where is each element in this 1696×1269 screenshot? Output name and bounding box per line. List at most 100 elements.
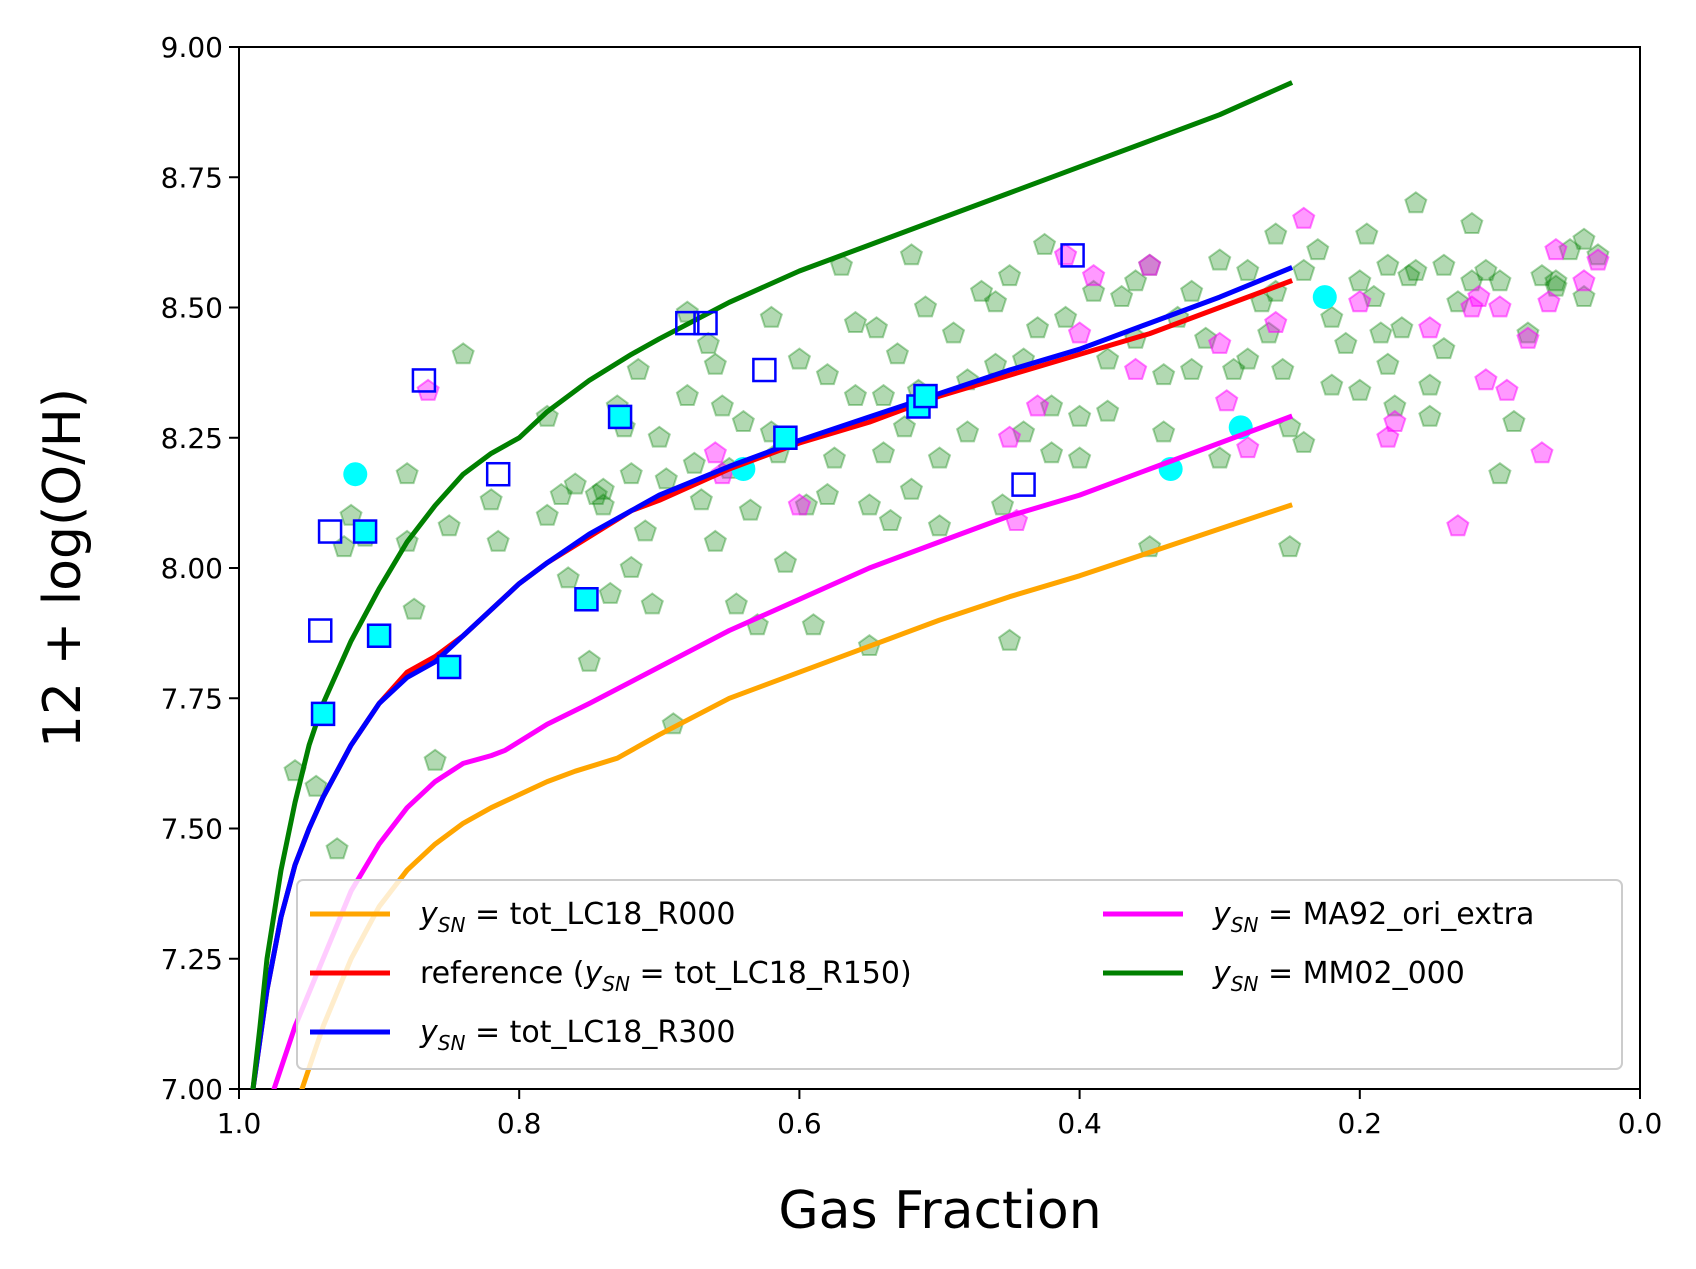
green-pentagon-point: [710, 394, 734, 417]
green-pentagon-point: [1306, 237, 1330, 261]
x-ticks: 1.0 0.8 0.6 0.4 0.2 0.0: [217, 1089, 1663, 1140]
x-tick-label: 0.0: [1618, 1107, 1663, 1140]
x-tick-label: 0.8: [497, 1107, 542, 1140]
open-square-point: [1011, 472, 1036, 497]
legend-label-rest: = tot_LC18_R000: [465, 897, 735, 932]
magenta-pentagon-point: [1467, 284, 1491, 307]
green-pentagon-point: [395, 461, 419, 485]
green-pentagon-point: [724, 592, 748, 615]
legend-item: reference (ySN = tot_LC18_R150): [310, 956, 912, 996]
legend-label-var: y: [419, 1015, 439, 1050]
green-pentagon-point: [1067, 446, 1092, 469]
green-pentagon-point: [1376, 352, 1400, 375]
green-pentagon-point: [857, 493, 882, 516]
open-square-point: [411, 368, 437, 393]
magenta-pentagon-point: [1348, 290, 1372, 313]
green-pentagon-point: [402, 597, 426, 620]
green-pentagon-point: [1404, 258, 1428, 281]
green-pentagon-point: [1278, 534, 1302, 558]
green-pentagon-point: [654, 467, 678, 490]
magenta-pentagon-point: [1292, 206, 1316, 229]
green-pentagon-point: [640, 592, 664, 615]
green-pentagon-point: [423, 748, 447, 771]
green-pentagon-point: [871, 383, 896, 406]
green-pentagon-point: [1236, 258, 1260, 281]
legend-label: ySN = tot_LC18_R000: [419, 897, 735, 937]
green-pentagon-point: [1292, 258, 1316, 281]
magenta-pentagon-point: [1586, 248, 1610, 271]
y-tick-label: 8.75: [161, 161, 223, 194]
y-tick-label: 7.25: [161, 943, 223, 976]
magenta-pentagon-point: [1081, 263, 1106, 287]
green-pentagon-point: [990, 493, 1015, 516]
green-pentagon-point: [1180, 357, 1204, 380]
magenta-pentagon-point: [1572, 269, 1596, 292]
magenta-pentagon-point: [1215, 389, 1239, 412]
legend-label-sub: SN: [602, 972, 630, 996]
magenta-pentagon-point: [997, 425, 1022, 448]
magenta-pentagon-point: [1067, 321, 1092, 344]
green-pentagon-point: [1586, 243, 1610, 266]
green-pentagon-point: [486, 529, 510, 552]
cyan-square-point: [574, 587, 599, 612]
green-pentagon-point: [1348, 378, 1372, 401]
green-pentagon-point: [598, 581, 622, 604]
cyan-square-point: [773, 425, 798, 450]
magenta-pentagon-point: [1383, 409, 1407, 432]
green-pentagon-point: [332, 534, 356, 558]
magenta-pentagon-point: [1516, 326, 1540, 349]
cyan-circle-point: [1312, 285, 1337, 310]
cyan-square-point: [436, 654, 462, 680]
magenta-pentagon-point: [1474, 368, 1498, 391]
green-pentagon-point: [885, 342, 910, 365]
green-pentagon-point: [1152, 420, 1176, 443]
green-pentagon-point: [822, 446, 847, 469]
cyan-square-point: [310, 701, 336, 727]
legend-item: ySN = MA92_ori_extra: [1103, 897, 1534, 937]
green-pentagon-point: [479, 488, 503, 511]
legend-label-var: y: [419, 897, 439, 932]
y-tick-label: 7.00: [161, 1073, 223, 1106]
y-tick-label: 7.75: [161, 682, 223, 715]
green-pentagon-point: [1488, 269, 1512, 292]
green-pentagon-point: [899, 243, 924, 266]
x-tick-label: 0.2: [1338, 1107, 1383, 1140]
green-pentagon-point: [815, 482, 840, 505]
cyan-circle-point: [343, 462, 368, 487]
cyan-square-point: [366, 623, 392, 648]
legend-label: ySN = MA92_ori_extra: [1212, 897, 1534, 937]
legend-item: ySN = MM02_000: [1103, 956, 1465, 996]
green-pentagon-point: [997, 628, 1022, 651]
green-pentagon-point: [731, 409, 755, 432]
green-pentagon-point: [1271, 357, 1295, 380]
green-pentagon-point: [843, 383, 868, 406]
green-pentagon-point: [703, 529, 727, 552]
green-pentagon-point: [325, 837, 349, 860]
magenta-pentagon-point: [1025, 394, 1050, 417]
magenta-pentagon-point: [1530, 441, 1554, 464]
green-pentagon-point: [1194, 326, 1218, 349]
legend-frame: [296, 879, 1623, 1070]
green-pentagon-point: [556, 566, 580, 589]
legend-label-var: y: [1212, 897, 1232, 932]
green-pentagon-point: [1053, 305, 1078, 328]
green-pentagon-point: [696, 331, 720, 354]
green-pentagon-point: [1383, 394, 1407, 417]
legend-item: ySN = tot_LC18_R000: [310, 897, 735, 937]
green-pentagon-point: [1418, 373, 1442, 396]
line-tot-lc18-r300: [250, 265, 1294, 1089]
green-pentagon-point: [1320, 373, 1344, 396]
green-pentagon-point: [1039, 441, 1064, 464]
magenta-pentagon-point: [1053, 243, 1078, 266]
green-pentagon-point: [1222, 357, 1246, 380]
x-tick-label: 1.0: [217, 1107, 262, 1140]
x-axis-title: Gas Fraction: [778, 1181, 1101, 1241]
green-pentagon-point: [647, 425, 671, 448]
green-pentagon-point: [451, 342, 475, 365]
green-pentagon-point: [773, 550, 798, 573]
green-pentagon-point: [1096, 399, 1120, 422]
green-pentagon-point: [1334, 331, 1358, 354]
green-pentagon-point: [633, 519, 657, 542]
green-pentagon-point: [1264, 222, 1288, 245]
